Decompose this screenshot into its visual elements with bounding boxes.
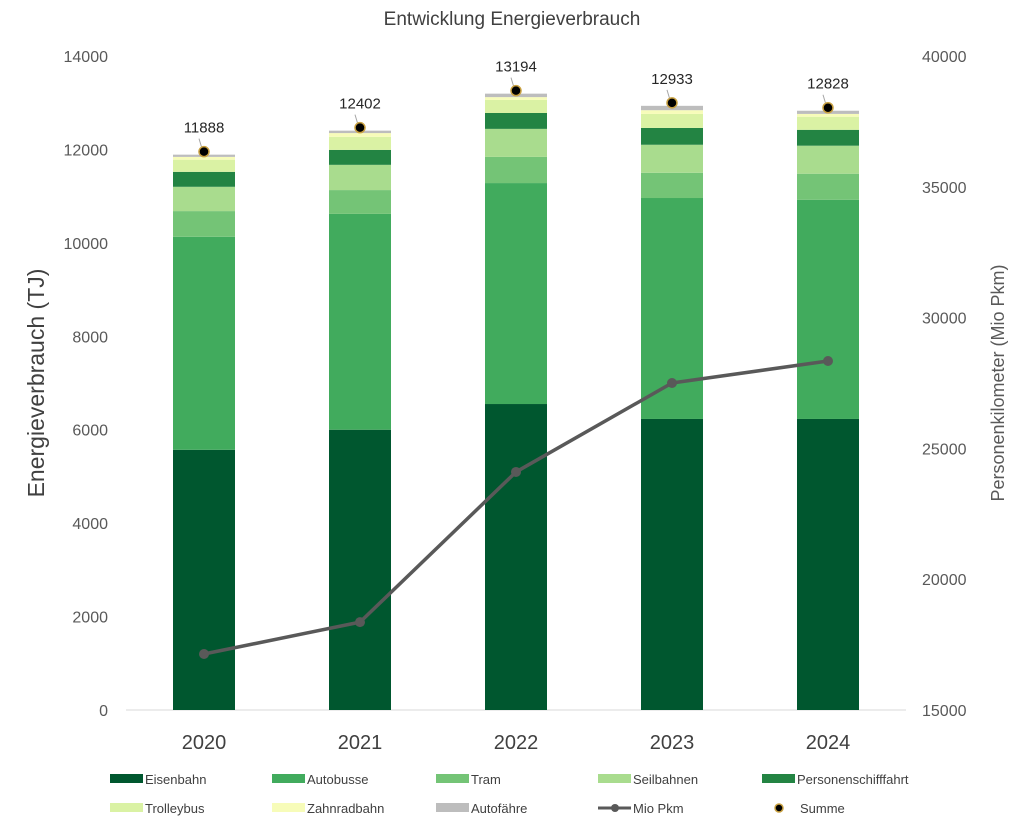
bar-segment-zahnradbahn xyxy=(173,156,235,160)
mio-pkm-point xyxy=(355,617,365,628)
legend-swatch xyxy=(110,774,143,783)
sum-marker xyxy=(354,121,366,134)
x-tick-label: 2021 xyxy=(338,732,383,754)
bar-segment-personenschifffahrt xyxy=(329,149,391,165)
bar-segment-zahnradbahn xyxy=(641,110,703,114)
legend-label: Autofähre xyxy=(471,801,527,816)
y2-tick-label: 30000 xyxy=(922,311,967,328)
x-axis: 2020 2021 2022 2023 2024 xyxy=(182,732,851,754)
legend-label: Zahnradbahn xyxy=(307,801,384,816)
bar-segment-eisenbahn xyxy=(329,429,391,710)
bar-segment-seilbahnen xyxy=(485,128,547,157)
sum-data-label: 13194 xyxy=(495,59,537,76)
legend-label: Autobusse xyxy=(307,772,368,787)
bar-segment-zahnradbahn xyxy=(797,113,859,117)
bar-segment-tram xyxy=(329,190,391,214)
legend-swatch xyxy=(110,803,143,812)
bar-segment-trolleybus xyxy=(329,136,391,150)
bar-segment-zahnradbahn xyxy=(485,97,547,100)
legend-swatch xyxy=(272,774,305,783)
y-tick-label: 0 xyxy=(99,703,108,720)
x-tick-label: 2020 xyxy=(182,732,227,754)
legend-line-marker xyxy=(611,804,619,812)
sum-marker xyxy=(198,145,210,158)
sum-series: 11888 12402 13194 12933 12828 xyxy=(184,59,849,158)
bar-segment-trolleybus xyxy=(797,116,859,130)
bar-segment-personenschifffahrt xyxy=(173,171,235,187)
bar-segment-autobusse xyxy=(797,199,859,419)
legend-label: Mio Pkm xyxy=(633,801,684,816)
y-tick-label: 6000 xyxy=(72,423,108,440)
bar-segment-seilbahnen xyxy=(641,144,703,173)
y2-tick-label: 40000 xyxy=(922,49,967,66)
bar-segment-seilbahnen xyxy=(797,145,859,174)
y2-tick-label: 35000 xyxy=(922,180,967,197)
sum-data-label: 11888 xyxy=(184,120,225,137)
mio-pkm-point xyxy=(511,466,521,477)
mio-pkm-point xyxy=(823,356,833,367)
mio-pkm-point xyxy=(667,378,677,388)
bar-segment-seilbahnen xyxy=(329,164,391,191)
bar-segment-zahnradbahn xyxy=(329,133,391,137)
y-tick-label: 8000 xyxy=(72,329,108,346)
bar-segment-tram xyxy=(485,156,547,184)
y2-tick-label: 15000 xyxy=(922,703,967,720)
bar-segment-personenschifffahrt xyxy=(641,127,703,145)
x-tick-label: 2022 xyxy=(494,732,539,754)
y-axis-right: 15000 20000 25000 30000 35000 40000 xyxy=(922,49,967,720)
bar-segment-eisenbahn xyxy=(641,418,703,710)
legend-swatch xyxy=(436,774,469,783)
bar-segment-tram xyxy=(641,172,703,199)
legend-label: Personenschifffahrt xyxy=(797,772,909,787)
y-tick-label: 12000 xyxy=(64,142,109,159)
bar-segment-eisenbahn xyxy=(173,449,235,710)
legend-marker-swatch xyxy=(774,803,784,813)
bar-segment-autobusse xyxy=(485,183,547,405)
x-tick-label: 2024 xyxy=(806,732,851,754)
x-tick-label: 2023 xyxy=(650,732,695,754)
legend-swatch xyxy=(436,803,469,812)
y2-tick-label: 20000 xyxy=(922,572,967,589)
bar-segment-trolleybus xyxy=(641,113,703,128)
legend-label: Tram xyxy=(471,772,501,787)
y-axis-left: 0 2000 4000 6000 8000 10000 12000 14000 xyxy=(64,49,109,720)
legend-label: Trolleybus xyxy=(145,801,205,816)
y-tick-label: 2000 xyxy=(72,610,108,627)
y-tick-label: 10000 xyxy=(64,236,109,253)
legend-label: Eisenbahn xyxy=(145,772,206,787)
legend-label: Summe xyxy=(800,801,845,816)
y-tick-label: 14000 xyxy=(64,49,109,66)
y-axis-title: Energieverbrauch (TJ) xyxy=(23,269,49,498)
bar-segment-trolleybus xyxy=(485,99,547,113)
bar-segment-tram xyxy=(173,211,235,237)
y2-tick-label: 25000 xyxy=(922,441,967,458)
bar-segment-personenschifffahrt xyxy=(485,112,547,129)
bar-series xyxy=(173,93,859,710)
legend-swatch xyxy=(762,774,795,783)
sum-data-label: 12402 xyxy=(339,96,381,113)
bar-segment-personenschifffahrt xyxy=(797,129,859,146)
sum-data-label: 12933 xyxy=(651,71,693,88)
legend-swatch xyxy=(598,774,631,783)
chart-title: Entwicklung Energieverbrauch xyxy=(384,9,641,30)
mio-pkm-point xyxy=(199,649,209,660)
sum-marker xyxy=(666,97,678,109)
legend: Eisenbahn Autobusse Tram Seilbahnen Personen… xyxy=(110,772,909,816)
bar-segment-trolleybus xyxy=(173,159,235,172)
bar-segment-eisenbahn xyxy=(485,404,547,710)
line-series-mio-pkm xyxy=(199,356,833,660)
bar-segment-autobusse xyxy=(329,213,391,430)
bar-segment-eisenbahn xyxy=(797,418,859,710)
sum-marker xyxy=(822,101,834,114)
bar-segment-seilbahnen xyxy=(173,186,235,212)
sum-data-label: 12828 xyxy=(807,76,849,93)
legend-swatch xyxy=(272,803,305,812)
legend-label: Seilbahnen xyxy=(633,772,698,787)
y2-axis-title: Personenkilometer (Mio Pkm) xyxy=(988,264,1008,501)
sum-marker xyxy=(510,84,522,97)
y-tick-label: 4000 xyxy=(72,516,108,533)
bar-segment-tram xyxy=(797,173,859,200)
bar-segment-autobusse xyxy=(173,236,235,450)
